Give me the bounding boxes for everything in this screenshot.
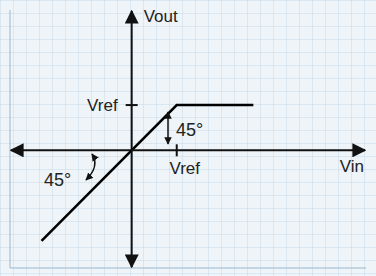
svg-text:Vref: Vref (87, 96, 118, 115)
svg-text:45°: 45° (44, 170, 71, 190)
svg-text:Vref: Vref (169, 159, 200, 178)
svg-text:Vout: Vout (144, 7, 178, 26)
svg-text:Vin: Vin (340, 157, 364, 176)
svg-text:45°: 45° (176, 120, 203, 140)
